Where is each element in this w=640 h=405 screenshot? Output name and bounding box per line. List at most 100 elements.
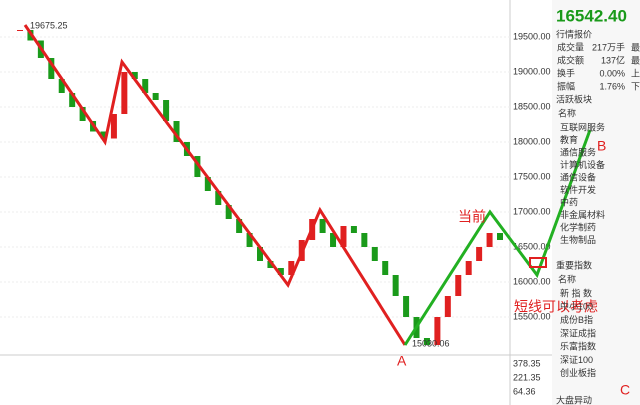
- candle: [257, 247, 263, 261]
- panel-text: 成份B指: [560, 314, 593, 325]
- panel-text: 中小100: [560, 301, 593, 312]
- candle: [476, 247, 483, 261]
- green-path: [403, 129, 592, 346]
- candle: [497, 233, 503, 240]
- chart-bg: [0, 0, 552, 405]
- candle: [69, 93, 76, 107]
- candle: [403, 296, 410, 317]
- y-tick-label: 17500.00: [513, 171, 551, 181]
- macd-label: 221.35: [513, 372, 541, 382]
- y-tick-label: 19000.00: [513, 66, 551, 76]
- panel-text: 乐富指数: [560, 341, 596, 352]
- candle: [340, 226, 347, 247]
- candle: [486, 233, 493, 247]
- candle: [152, 93, 159, 100]
- panel-text: 行情报价: [556, 28, 592, 39]
- y-tick-label: 19500.00: [513, 31, 551, 41]
- candle: [110, 114, 117, 139]
- y-tick-label: 18000.00: [513, 136, 551, 146]
- candle: [319, 219, 326, 233]
- candle: [361, 233, 368, 247]
- panel-text: 教育: [560, 134, 578, 145]
- candle: [434, 317, 441, 345]
- panel-text: 137亿: [601, 54, 625, 65]
- candle: [215, 191, 222, 205]
- candle: [121, 72, 128, 114]
- candle: [444, 296, 451, 317]
- panel-text: 大盘异动: [556, 394, 592, 405]
- panel-text: 1.76%: [599, 81, 625, 91]
- panel-text: 非金属材料: [560, 209, 605, 220]
- candle: [350, 226, 357, 233]
- candle: [48, 58, 55, 79]
- annotation: C: [620, 382, 630, 398]
- candle: [371, 247, 378, 261]
- annotation: 当前: [458, 209, 486, 225]
- price: 16542.40: [556, 6, 627, 25]
- target-box: [529, 257, 547, 268]
- candle: [58, 79, 65, 93]
- y-tick-label: 16500.00: [513, 241, 551, 251]
- panel-text: 创业板指: [560, 367, 596, 378]
- panel-text: 成交额: [557, 54, 584, 65]
- candle: [236, 219, 243, 233]
- candle: [17, 30, 23, 31]
- macd-label: 64.36: [513, 386, 536, 396]
- candle: [382, 261, 389, 275]
- panel-text: 通信设备: [560, 171, 596, 182]
- panel-text: 0.00%: [599, 68, 625, 78]
- panel-text: 新 指 数: [560, 287, 592, 298]
- candle: [163, 100, 170, 121]
- macd-label: 378.35: [513, 358, 541, 368]
- panel-text: 化学制药: [560, 221, 596, 232]
- panel-text: 最: [631, 42, 640, 52]
- panel-text: 下: [631, 81, 640, 91]
- panel-text: 最: [631, 55, 640, 65]
- panel-text: 中药: [560, 196, 578, 207]
- candle: [392, 275, 399, 296]
- panel-text: 深证成指: [560, 327, 596, 338]
- panel-text: 计算机设备: [560, 159, 605, 170]
- candle: [79, 107, 86, 121]
- panel-text: 上: [631, 68, 640, 78]
- red-zigzag: [23, 24, 407, 346]
- candle: [465, 261, 472, 275]
- panel-text: 成交量: [557, 41, 584, 52]
- candle: [142, 79, 149, 93]
- panel-text: 软件开发: [560, 184, 596, 195]
- candle: [204, 177, 211, 191]
- y-tick-label: 17000.00: [513, 206, 551, 216]
- y-tick-label: 18500.00: [513, 101, 551, 111]
- candle: [131, 72, 138, 79]
- candle: [246, 233, 253, 247]
- candle: [330, 233, 337, 247]
- candle: [423, 338, 430, 345]
- candle: [267, 261, 274, 268]
- y-tick-label: 15500.00: [513, 311, 551, 321]
- panel-text: 振幅: [557, 80, 575, 91]
- panel-text: 名称: [558, 273, 576, 284]
- panel-text: 名称: [558, 107, 576, 118]
- panel-text: 深证100: [560, 355, 593, 365]
- panel-text: 互联网服务: [560, 121, 605, 132]
- candle: [288, 261, 295, 275]
- panel-text: 换手: [557, 67, 575, 78]
- y-tick-label: 16000.00: [513, 276, 551, 286]
- candle: [194, 156, 201, 177]
- candle: [100, 131, 107, 139]
- side-panel: [552, 0, 640, 405]
- candle: [277, 268, 284, 275]
- panel-text: 通信服务: [560, 146, 596, 157]
- low-label: 15030.06: [412, 338, 450, 348]
- panel-text: 生物制品: [560, 234, 596, 245]
- panel-text: 217万手: [592, 41, 625, 52]
- annotation: 短线可以考虑: [514, 299, 598, 315]
- candle: [225, 205, 232, 219]
- panel-text: 重要指数: [556, 259, 592, 270]
- annotation: B: [597, 138, 606, 154]
- high-label: 19675.25: [30, 20, 68, 30]
- annotation: A: [397, 353, 407, 369]
- candle: [455, 275, 462, 296]
- panel-text: 活跃板块: [556, 93, 592, 104]
